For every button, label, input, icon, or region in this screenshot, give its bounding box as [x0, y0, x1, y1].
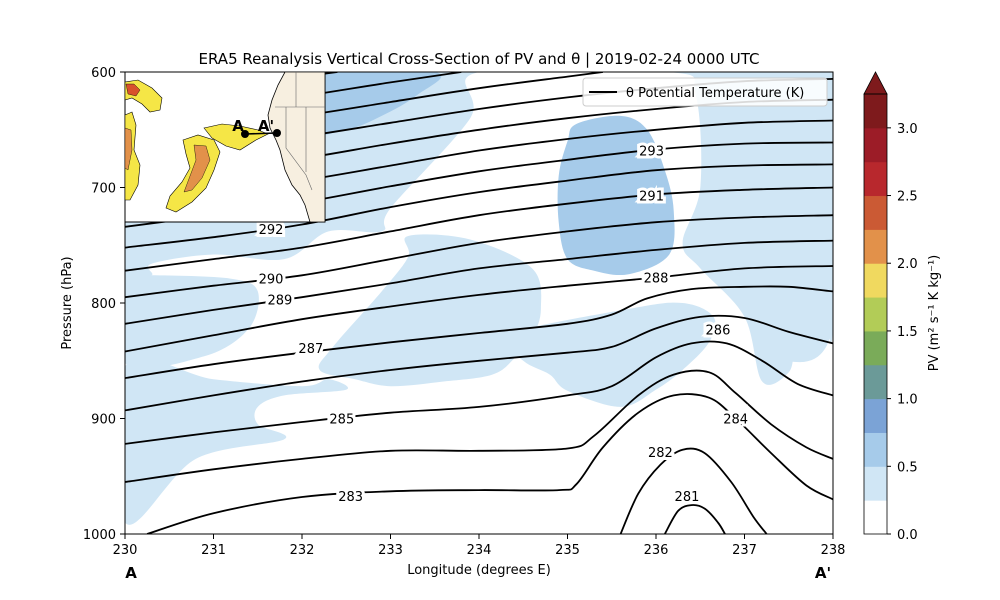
x-tick-label-233: 233 — [378, 543, 403, 558]
inset-pv-feature-4 — [203, 123, 269, 151]
theta-label-289: 289 — [267, 294, 292, 309]
pv-region-light-1 — [125, 270, 259, 369]
inset-pv-feature-1-core — [125, 83, 141, 97]
theta-label-293: 293 — [639, 145, 664, 160]
colorbar-tick-label-0: 0.0 — [897, 528, 918, 543]
theta-contour-283 — [146, 393, 833, 534]
pv-region-light-2 — [318, 234, 542, 387]
theta-contour-281 — [664, 504, 726, 534]
theta-contour-288 — [125, 265, 833, 353]
inset-point-a — [241, 130, 249, 138]
colorbar-tick-label-5: 2.5 — [897, 190, 918, 205]
colorbar-bin-2 — [864, 432, 887, 467]
legend-label: θ Potential Temperature (K) — [626, 86, 804, 101]
chart-title: ERA5 Reanalysis Vertical Cross-Section o… — [199, 50, 760, 68]
inset-label-a: A — [232, 117, 244, 135]
theta-label-287: 287 — [298, 342, 323, 357]
theta-label-285: 285 — [329, 413, 354, 428]
theta-label-290: 290 — [259, 273, 284, 288]
inset-land — [267, 71, 326, 223]
colorbar-bin-7 — [864, 263, 887, 298]
theta-contour-287 — [125, 285, 833, 379]
x-tick-label-234: 234 — [467, 543, 492, 558]
theta-contour-289 — [125, 239, 833, 325]
y-tick-label-900: 900 — [91, 413, 116, 428]
x-tick-label-238: 238 — [821, 543, 846, 558]
colorbar-bin-5 — [864, 330, 887, 366]
theta-contour-284 — [125, 369, 833, 483]
inset-state-border-2 — [285, 107, 313, 191]
colorbar-label: PV (m² s⁻¹ K kg⁻¹) — [927, 255, 942, 372]
colorbar-bin-3 — [864, 398, 887, 433]
colorbar-extend-arrow — [863, 71, 888, 95]
pv-region-light-3 — [125, 357, 348, 525]
colorbar-tick-label-4: 2.0 — [897, 257, 918, 272]
pv-region-medium-8 — [557, 115, 675, 276]
x-axis: 230 231 232 233 234 235 236 237 238 — [113, 534, 846, 558]
y-axis-label: Pressure (hPa) — [60, 256, 75, 349]
theta-contour-291 — [125, 186, 833, 272]
colorbar-bin-8 — [864, 229, 887, 264]
colorbar-bin-11 — [864, 127, 887, 163]
theta-contour-labels: 281 282 283 284 285 286 287 288 289 290 291 292 293 — [256, 142, 751, 508]
y-tick-label-600: 600 — [91, 66, 116, 81]
x-tick-label-236: 236 — [644, 543, 669, 558]
y-tick-label-1000: 1000 — [83, 528, 116, 543]
x-tick-label-231: 231 — [201, 543, 226, 558]
theta-label-291: 291 — [639, 190, 664, 205]
x-tick-label-230: 230 — [113, 543, 138, 558]
theta-label-292: 292 — [259, 223, 284, 238]
x-tick-label-232: 232 — [290, 543, 315, 558]
colorbar-bin-6 — [864, 297, 887, 332]
colorbar-bin-4 — [864, 364, 887, 400]
legend-box — [582, 77, 828, 107]
theta-contour-286 — [125, 314, 833, 412]
colorbar-tick-label-3: 1.5 — [897, 325, 918, 340]
colorbar-tick-label-6: 3.0 — [897, 122, 918, 137]
x-tick-label-235: 235 — [555, 543, 580, 558]
colorbar-frame — [863, 93, 888, 535]
y-tick-label-800: 800 — [91, 297, 116, 312]
inset-point-a-prime — [273, 129, 281, 137]
theta-contour-290 — [125, 214, 833, 299]
y-tick-label-700: 700 — [91, 182, 116, 197]
theta-label-281: 281 — [675, 490, 700, 505]
colorbar-bin-12 — [864, 94, 887, 129]
colorbar: 0.0 0.5 1.0 1.5 2.0 2.5 3.0 — [863, 71, 918, 543]
y-axis: 600 700 800 900 1000 — [83, 66, 125, 543]
theta-label-286: 286 — [706, 324, 731, 339]
colorbar-bin-10 — [864, 161, 887, 197]
pv-region-medium-7 — [290, 72, 442, 137]
colorbar-bin-0 — [864, 500, 887, 535]
colorbar-bin-9 — [864, 195, 887, 230]
theta-label-283: 283 — [338, 490, 363, 505]
x-axis-label: Longitude (degrees E) — [407, 563, 551, 578]
inset-pv-feature-3-core — [183, 144, 211, 193]
theta-contour-282 — [619, 447, 768, 534]
colorbar-tick-label-2: 1.0 — [897, 393, 918, 408]
inset-map: A A' — [124, 71, 326, 223]
theta-contour-285 — [125, 340, 833, 445]
theta-label-288: 288 — [644, 272, 669, 287]
theta-label-282: 282 — [648, 446, 673, 461]
section-end-label: A' — [815, 564, 831, 582]
theta-contour-292 — [125, 163, 833, 249]
inset-pv-feature-2-core — [124, 127, 133, 171]
inset-label-a-prime: A' — [258, 117, 274, 135]
section-start-label: A — [125, 564, 137, 582]
theta-label-284: 284 — [723, 413, 748, 428]
inset-cross-section-line — [244, 132, 278, 135]
x-tick-label-237: 237 — [732, 543, 757, 558]
legend: θ Potential Temperature (K) — [582, 77, 828, 107]
colorbar-bin-1 — [864, 466, 887, 501]
colorbar-tick-label-1: 0.5 — [897, 460, 918, 475]
